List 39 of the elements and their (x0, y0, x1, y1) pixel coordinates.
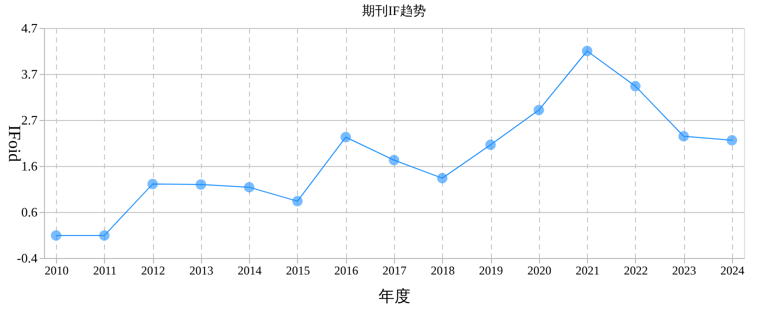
y-tick-label: 0.6 (21, 204, 38, 220)
point (582, 46, 592, 56)
point (630, 80, 641, 92)
x-tick-label: 2022 (624, 264, 648, 278)
y-axis-title: IFoid (4, 125, 24, 162)
point (292, 196, 303, 206)
x-tick-label: 2017 (382, 264, 406, 278)
point (388, 154, 400, 166)
x-tick-label: 2021 (576, 264, 600, 278)
point (50, 230, 62, 241)
x-tick-label: 2020 (527, 264, 552, 278)
point (678, 131, 689, 142)
point (196, 179, 206, 190)
point (340, 132, 351, 142)
point (534, 104, 544, 116)
y-tick-label: 2.7 (21, 112, 38, 128)
x-tick-label: 2015 (286, 264, 310, 278)
y-tick-label: 4.7 (21, 20, 38, 36)
x-tick-label: 2023 (672, 264, 696, 278)
point (485, 140, 496, 150)
x-tick-label: 2011 (93, 264, 117, 278)
point (437, 172, 448, 184)
y-tick-label: 1.6 (21, 158, 38, 174)
x-tick-label: 2012 (141, 264, 166, 278)
x-axis-title: 年度 (378, 288, 410, 306)
x-tick-label: 2010 (44, 264, 69, 278)
point (726, 135, 738, 146)
point (244, 182, 254, 192)
x-tick-label: 2014 (238, 264, 262, 278)
point (99, 230, 110, 241)
x-tick-label: 2018 (430, 264, 455, 278)
x-tick-label: 2019 (479, 264, 504, 278)
y-tick-label: 3.7 (21, 66, 38, 82)
chart-title: 期刊IF趋势 (362, 3, 426, 18)
x-tick-label: 2016 (334, 264, 358, 278)
y-tick-label: -0.4 (16, 250, 38, 266)
x-tick-label: 2024 (720, 264, 744, 278)
point (147, 178, 158, 190)
x-tick-label: 2013 (189, 264, 214, 278)
